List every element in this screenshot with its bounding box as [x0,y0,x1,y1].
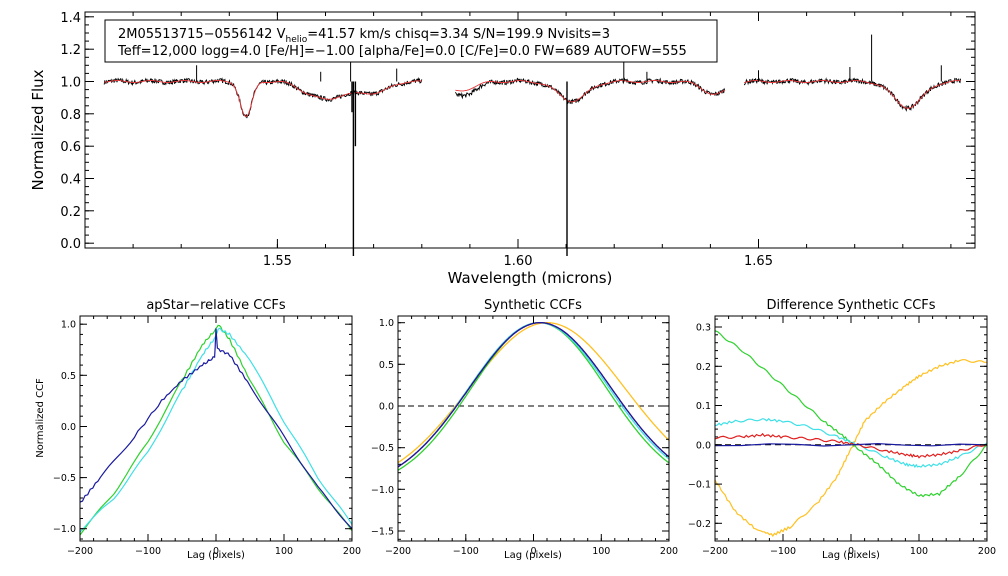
y-tick-label: 1.2 [60,43,81,58]
y-tick-label: 0.0 [379,402,394,413]
synthetic-ccf-series [397,322,670,471]
y-tick-label: 0.2 [60,205,81,220]
difference-ccf-title: Difference Synthetic CCFs [766,298,935,313]
synthetic-navy-line [397,322,670,468]
observed-flux-chip-1 [103,76,423,119]
synthetic-ccf-title: Synthetic CCFs [484,298,582,313]
y-tick-label: −0.5 [371,443,394,454]
y-tick-label: 1.0 [379,318,394,329]
x-tick-label: −200 [67,546,93,557]
x-tick-label: 100 [910,546,928,557]
y-tick-label: −1.0 [53,524,76,535]
y-tick-label: 1.4 [60,11,81,26]
spectrum-panel: 1.55 1.60 1.65 0.0 0.2 0.4 0.6 0.8 1.0 1.2 1.4 2M0… [29,11,976,287]
x-tick-label: 0 [848,546,854,557]
apstar-ccf-title: apStar−relative CCFs [146,298,286,313]
y-tick-label: −0.5 [53,473,76,484]
visit-blue-line [79,328,353,530]
x-tick-label: 1.60 [504,254,533,269]
diff-orange-line [714,359,987,538]
x-tick-label: −100 [135,546,161,557]
difference-ccf-ticks: −200 −100 0 100 200 −0.2 −0.1 0.0 0.1 0.2 0.3 [688,316,996,557]
synthetic-orange-line [397,322,670,464]
y-tick-label: 0.0 [60,237,81,252]
difference-ccf-frame [714,315,988,542]
difference-ccf-series [714,330,988,538]
x-tick-label: 200 [660,546,678,557]
y-tick-label: 0.1 [696,401,711,412]
info-line-1-subscript: helio [285,35,307,45]
x-tick-label: 200 [978,546,996,557]
apstar-ccf-series [79,324,353,536]
y-tick-label: 0.4 [60,173,81,188]
apstar-ccf-panel: apStar−relative CCFs −200 −100 0 100 200 −1.0… [35,298,361,561]
difference-ccf-panel: Difference Synthetic CCFs −200 −100 0 100 20… [688,298,996,561]
y-tick-label: 0.0 [61,422,76,433]
x-tick-label: 0 [530,546,536,557]
synthetic-ccf-ticks: −200 −100 0 100 200 −1.5 −1.0 −0.5 0.0 0.5 1.0 [371,316,678,557]
y-tick-label: −1.5 [371,527,394,538]
y-tick-label: −1.0 [371,485,394,496]
info-line-1-star: 2M05513715−0556142 V [118,27,286,42]
x-tick-label: −200 [702,546,728,557]
y-tick-label: 0.2 [696,362,711,373]
diff-navy-line [714,442,988,447]
x-tick-label: 1.55 [263,254,292,269]
y-tick-label: 1.0 [60,76,81,91]
y-tick-label: 0.5 [379,360,394,371]
synthetic-ccf-x-label: Lag (pixels) [504,550,562,561]
apstar-ccf-frame [79,315,353,542]
diff-red-line [714,432,988,459]
model-flux-chip-3 [744,80,961,109]
x-tick-label: −100 [770,546,796,557]
y-tick-label: 0.3 [696,323,711,334]
x-tick-label: 1.65 [744,254,773,269]
difference-ccf-x-label: Lag (pixels) [822,550,880,561]
x-tick-label: −200 [385,546,411,557]
y-tick-label: −0.1 [688,480,711,491]
synthetic-red-line [397,322,670,468]
visit-cyan-line [79,327,353,533]
info-line-1-stats: =41.57 km/s chisq=3.34 S/N=199.9 Nvisits… [307,27,610,42]
model-flux-chip-1 [104,80,422,117]
info-box: 2M05513715−0556142 Vhelio=41.57 km/s chi… [104,19,718,63]
observed-flux-chip-3 [743,77,962,112]
y-tick-label: 0.8 [60,108,81,123]
y-tick-label: −0.2 [688,519,711,530]
x-tick-label: 100 [275,546,293,557]
x-tick-label: −100 [453,546,479,557]
synthetic-green-line [397,322,670,471]
y-tick-label: 0.0 [696,440,711,451]
diff-green-line [714,330,988,498]
y-tick-label: 0.6 [60,140,81,155]
apstar-ccf-ticks: −200 −100 0 100 200 −1.0 −0.5 0.0 0.5 1.0 [53,316,361,557]
synthetic-ccf-panel: Synthetic CCFs −200 −100 0 100 200 −1.5 −1.0 −0… [371,298,678,561]
synthetic-cyan-line [397,322,670,468]
apstar-ccf-y-label: Normalized CCF [35,378,46,458]
x-tick-label: 100 [592,546,610,557]
apstar-ccf-x-label: Lag (pixels) [187,550,245,561]
x-tick-label: 200 [343,546,361,557]
spectrum-x-label: Wavelength (microns) [448,269,613,287]
visit-green-line [79,324,353,536]
spectrum-series [103,34,962,256]
x-tick-label: 0 [213,546,219,557]
info-line-2: Teff=12,000 logg=4.0 [Fe/H]=−1.00 [alpha… [117,44,687,59]
y-tick-label: 1.0 [61,320,76,331]
y-tick-label: 0.5 [61,371,76,382]
info-line-1: 2M05513715−0556142 Vhelio=41.57 km/s chi… [118,27,610,45]
model-flux-chip-2 [455,80,726,103]
info-box-frame [104,19,718,63]
spectrum-y-label: Normalized Flux [29,69,47,190]
